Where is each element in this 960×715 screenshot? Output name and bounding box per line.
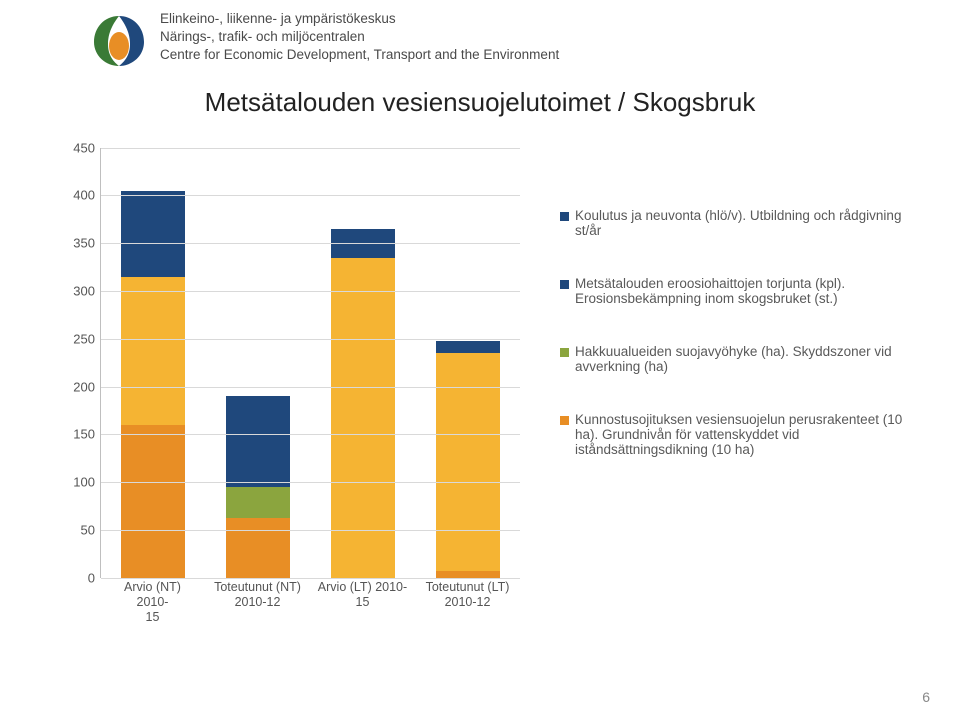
y-tick-label: 0	[61, 570, 95, 585]
x-axis-label: Arvio (LT) 2010-15	[318, 580, 408, 625]
legend-label: Metsätalouden eroosiohaittojen torjunta …	[575, 276, 910, 306]
legend-label: Koulutus ja neuvonta (hlö/v). Utbildning…	[575, 208, 910, 238]
grid-line	[101, 578, 520, 579]
legend: Koulutus ja neuvonta (hlö/v). Utbildning…	[560, 208, 910, 495]
bar-column	[121, 191, 185, 578]
page-title: Metsätalouden vesiensuojelutoimet / Skog…	[0, 87, 960, 118]
grid-line	[101, 434, 520, 435]
legend-item: Kunnostusojituksen vesiensuojelun perusr…	[560, 412, 910, 457]
grid-line	[101, 148, 520, 149]
legend-item: Hakkuualueiden suojavyöhyke (ha). Skydds…	[560, 344, 910, 374]
legend-swatch	[560, 348, 569, 357]
grid-line	[101, 243, 520, 244]
bar-segment-kunnostus	[436, 571, 500, 578]
grid-line	[101, 387, 520, 388]
bar-segment-eroosio	[436, 341, 500, 353]
x-axis-label: Toteutunut (NT)2010-12	[213, 580, 303, 625]
y-tick-label: 200	[61, 379, 95, 394]
y-tick-label: 150	[61, 427, 95, 442]
y-tick-label: 400	[61, 188, 95, 203]
legend-swatch	[560, 280, 569, 289]
x-axis-labels: Arvio (NT) 2010-15 Toteutunut (NT)2010-12…	[100, 580, 520, 625]
grid-line	[101, 195, 520, 196]
bar-column	[331, 229, 395, 578]
y-tick-label: 450	[61, 140, 95, 155]
x-axis-label: Arvio (NT) 2010-15	[108, 580, 198, 625]
legend-swatch	[560, 416, 569, 425]
org-name-en: Centre for Economic Development, Transpo…	[160, 46, 559, 64]
bar-column	[226, 396, 290, 578]
grid-line	[101, 482, 520, 483]
agency-logo	[90, 12, 148, 75]
y-tick-label: 100	[61, 475, 95, 490]
bar-segment-kunnostus	[121, 425, 185, 578]
bar-segment-eroosio	[226, 396, 290, 487]
header: Elinkeino-, liikenne- ja ympäristökeskus…	[0, 0, 960, 65]
y-tick-label: 250	[61, 331, 95, 346]
bars-container	[101, 148, 520, 578]
legend-label: Hakkuualueiden suojavyöhyke (ha). Skydds…	[575, 344, 910, 374]
plot-area: 050100150200250300350400450	[100, 148, 520, 578]
bar-segment-hakkuu	[121, 277, 185, 425]
y-tick-label: 350	[61, 236, 95, 251]
org-name-fi: Elinkeino-, liikenne- ja ympäristökeskus	[160, 10, 559, 28]
y-tick-label: 50	[61, 522, 95, 537]
y-tick-label: 300	[61, 283, 95, 298]
grid-line	[101, 291, 520, 292]
legend-item: Metsätalouden eroosiohaittojen torjunta …	[560, 276, 910, 306]
bar-chart: 050100150200250300350400450 Arvio (NT) 2…	[60, 148, 910, 628]
grid-line	[101, 530, 520, 531]
bar-column	[436, 341, 500, 578]
page-number: 6	[922, 689, 930, 705]
x-axis-label: Toteutunut (LT)2010-12	[423, 580, 513, 625]
legend-item: Koulutus ja neuvonta (hlö/v). Utbildning…	[560, 208, 910, 238]
bar-segment-hakkuu	[226, 487, 290, 519]
bar-segment-eroosio	[121, 191, 185, 277]
bar-segment-kunnostus	[226, 518, 290, 577]
legend-swatch	[560, 212, 569, 221]
org-name-sv: Närings-, trafik- och miljöcentralen	[160, 28, 559, 46]
legend-label: Kunnostusojituksen vesiensuojelun perusr…	[575, 412, 910, 457]
grid-line	[101, 339, 520, 340]
agency-name-block: Elinkeino-, liikenne- ja ympäristökeskus…	[160, 10, 559, 65]
